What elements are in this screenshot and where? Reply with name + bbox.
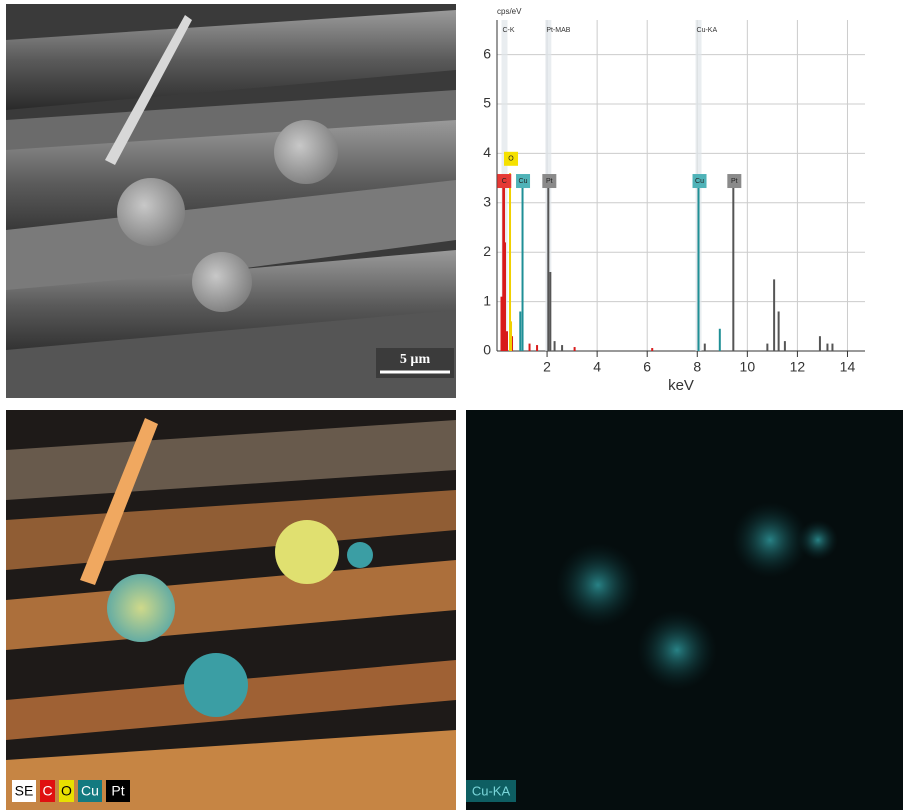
y-tick-label: 4 [483,144,491,160]
x-tick-label: 12 [790,359,806,375]
line-label: Cu-KA [697,27,718,34]
x-tick-label: 4 [593,359,601,375]
x-tick-label: 10 [740,359,756,375]
x-tick-label: 8 [693,359,701,375]
y-tick-label: 1 [483,292,491,308]
legend-label: SE [15,783,34,799]
scale-bar-label: 5 µm [400,352,431,367]
overlay-image [6,410,456,810]
x-tick-label: 6 [643,359,651,375]
peak-label: Cu [695,178,704,185]
x-axis-label: keV [668,377,694,394]
cu-map: Cu-KA [466,410,903,810]
line-label: C-K [503,27,515,34]
legend-label: Pt [111,783,124,799]
peak-label: Cu [519,178,528,185]
peak-label: C [502,178,507,185]
line-label: Pt-MAB [546,27,570,34]
y-tick-label: 0 [483,342,491,358]
y-tick-label: 5 [483,95,491,111]
peak-label: O [508,156,514,163]
x-tick-label: 2 [543,359,551,375]
figure: 5 µm SECOCuPt Cu-KA 01234562468101214cps… [0,0,903,812]
y-axis-label: cps/eV [497,7,522,16]
y-tick-label: 6 [483,45,491,61]
peak-label: Pt [731,178,738,185]
peak-label: Pt [546,178,553,185]
legend-label: O [61,783,72,799]
x-tick-label: 14 [840,359,856,375]
cu-map-label: Cu-KA [472,783,511,798]
y-tick-label: 2 [483,243,491,259]
legend-label: Cu [81,783,99,799]
legend-label: C [42,783,52,799]
y-tick-label: 3 [483,193,491,209]
sem-image: 5 µm [6,4,456,398]
